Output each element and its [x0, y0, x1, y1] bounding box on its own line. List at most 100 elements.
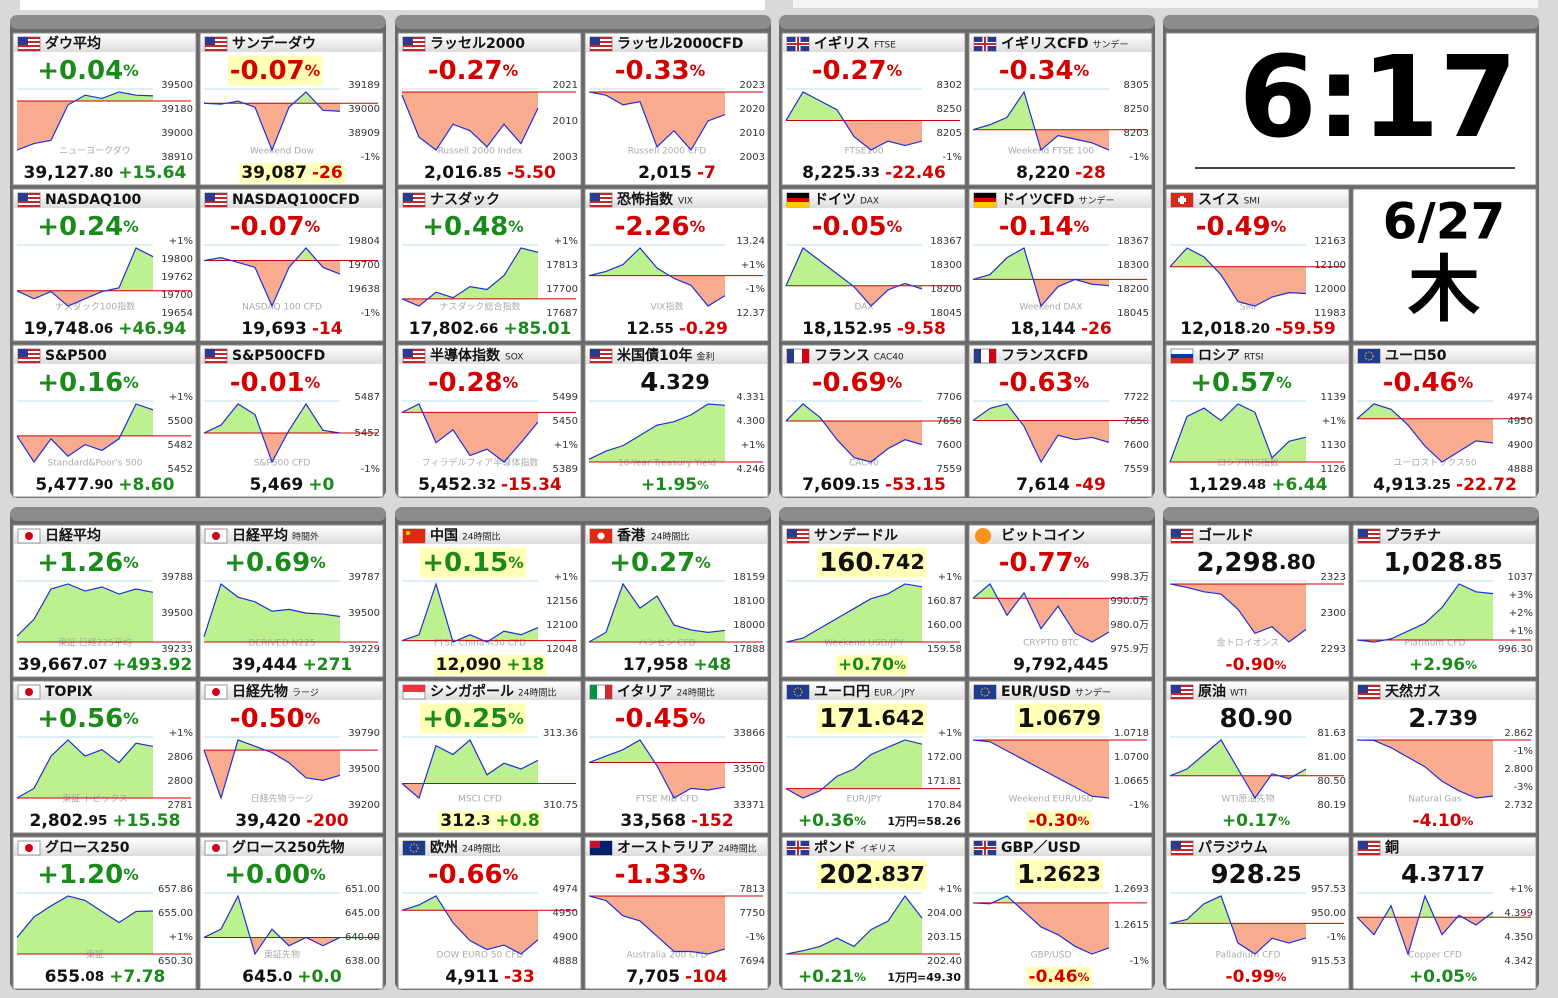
panel-top: [1163, 15, 1539, 29]
axis-label: 7813: [740, 884, 765, 895]
price-line: [203, 91, 341, 152]
area-down: [402, 298, 538, 307]
tile-name: NASDAQ100CFD: [232, 192, 360, 208]
tile-header: [783, 346, 964, 364]
change: +46.94: [118, 319, 186, 339]
highlight: [420, 547, 527, 578]
area-up: [204, 739, 340, 751]
watermark: Platinum CFD: [1405, 639, 1466, 649]
price-line: [16, 739, 154, 799]
axis-label: +1%: [1322, 416, 1346, 427]
flag-part: [1171, 841, 1181, 849]
flag-part: [212, 532, 220, 540]
change-percent: +1.20%: [37, 860, 139, 890]
tile-sub: RTSI: [1244, 353, 1263, 363]
area-up: [1357, 583, 1493, 640]
watermark: 10-Year Treasury Yield: [618, 459, 716, 469]
watermark: ニューヨークダウ: [59, 145, 131, 157]
area-down: [204, 103, 340, 151]
axis-label: 18300: [1117, 260, 1149, 271]
change-percent: -0.66%: [428, 860, 519, 890]
date: 6/27: [1383, 193, 1506, 251]
flag: [204, 348, 228, 364]
flag-part: [406, 531, 410, 535]
tile: [1165, 680, 1350, 834]
price-line: [588, 582, 726, 643]
price: 928.25: [1210, 860, 1301, 890]
panel-top: [779, 507, 1155, 521]
highlight: [438, 811, 493, 831]
axis-label: +1%: [938, 728, 962, 739]
axis-label: 4.399: [1504, 908, 1533, 919]
watermark: ユーロストックス50: [1393, 458, 1476, 469]
tile-sub: SOX: [505, 353, 523, 363]
flag-part: [403, 45, 425, 47]
price-line: [588, 403, 726, 460]
flag-part: [802, 349, 809, 363]
watermark: Weekend EUR/USD: [1009, 795, 1094, 805]
watermark: S&P500 CFD: [254, 459, 311, 469]
area-up: [589, 583, 725, 643]
watermark: ナスダック100指数: [55, 301, 135, 313]
price: 17,958: [623, 655, 689, 675]
tile-name: GBP／USD: [1001, 840, 1081, 856]
change: -22.46: [885, 163, 946, 183]
tile-header: [970, 190, 1151, 208]
axis-label: -1%: [746, 284, 765, 295]
change-percent: +0.27%: [609, 548, 711, 578]
price-line: [203, 582, 341, 637]
change-percent: -0.14%: [999, 212, 1090, 242]
change: +0.0: [297, 967, 342, 987]
axis-label: 203.15: [927, 932, 962, 943]
axis-label: 8203: [1124, 128, 1149, 139]
price-line: [16, 91, 154, 151]
flag: [17, 192, 41, 208]
change-percent: -0.49%: [1196, 212, 1287, 242]
change-percent: +0.16%: [37, 368, 139, 398]
axis-label: 39500: [348, 764, 380, 775]
price: 171.642: [819, 704, 925, 734]
flag-part: [1358, 689, 1380, 691]
flag-part: [18, 349, 28, 357]
price-line: [785, 403, 923, 463]
tile: [397, 188, 582, 342]
flag: [786, 840, 810, 856]
flag-part: [590, 685, 597, 699]
change-percent: -0.45%: [615, 704, 706, 734]
axis-label: 1.0718: [1114, 728, 1149, 739]
flag-part: [787, 685, 809, 699]
highlight: [504, 655, 547, 675]
tile-header: [1167, 526, 1348, 544]
flag: [402, 348, 426, 364]
axis-label: 18100: [733, 596, 765, 607]
axis-label: 8302: [937, 80, 962, 91]
flag-part: [25, 844, 33, 852]
flag-part: [1358, 529, 1368, 537]
tile-name: ラッセル2000: [430, 36, 525, 52]
axis-label: +1%: [554, 572, 578, 583]
area-down: [402, 412, 538, 463]
change-percent: -0.46%: [1383, 368, 1474, 398]
change-percent: -0.30%: [1029, 811, 1090, 831]
flag: [1170, 528, 1194, 544]
change-percent: -2.26%: [615, 212, 706, 242]
area-up: [589, 403, 725, 463]
watermark: ナスダック総合指数: [439, 301, 520, 313]
price: 8,220: [1016, 163, 1070, 183]
price: 4,911: [445, 967, 499, 987]
axis-label: 80.50: [1317, 776, 1346, 787]
flag-part: [18, 49, 40, 51]
price: 5,469: [249, 475, 303, 495]
price: 2,802.95: [30, 811, 108, 831]
tile: [781, 836, 966, 990]
price: 2.739: [1408, 704, 1477, 734]
tile-header: [1354, 526, 1535, 544]
change-percent: +0.56%: [37, 704, 139, 734]
price-line: [1169, 403, 1307, 463]
flag-part: [590, 841, 600, 848]
flag-part: [797, 37, 799, 51]
flag: [402, 684, 426, 700]
change: -152: [691, 811, 734, 831]
flag-part: [18, 197, 40, 199]
tile-sub: 金利: [696, 351, 714, 363]
